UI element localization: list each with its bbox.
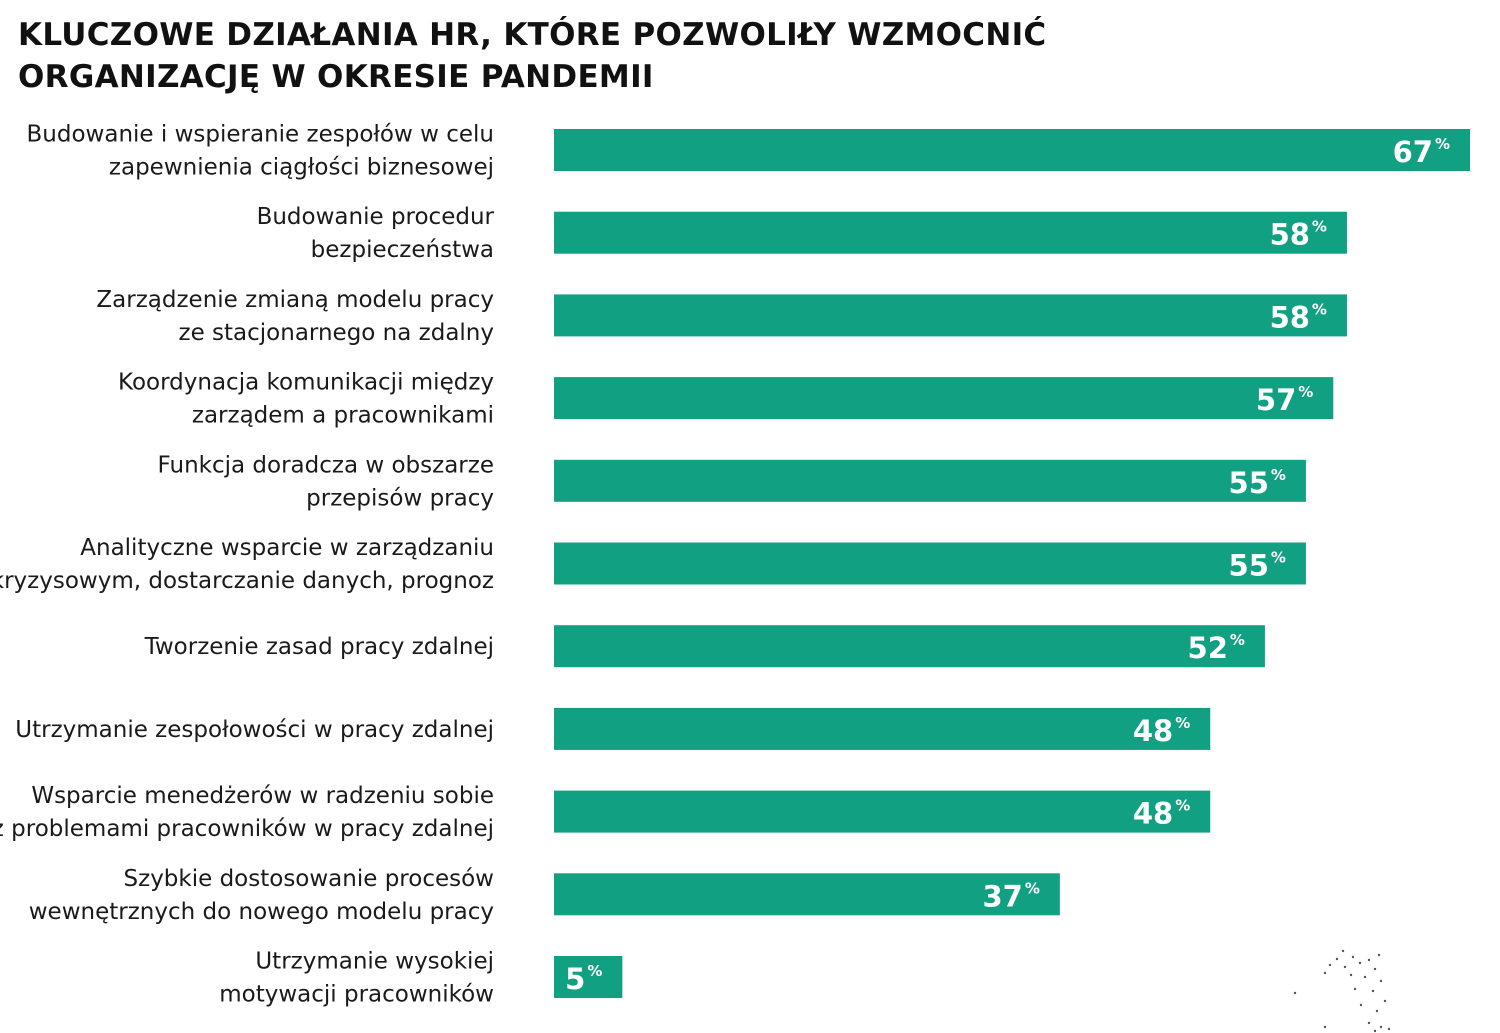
category-label: Utrzymanie zespołowości w pracy zdalnej [15, 717, 494, 743]
bar [554, 211, 1347, 254]
bar [554, 129, 1470, 171]
bar [554, 956, 623, 998]
value-label: 48% [1133, 797, 1190, 831]
value-label: 37% [982, 879, 1039, 913]
category-label: Budowanie procedur bezpieczeństwa [257, 204, 495, 263]
value-label: 48% [1133, 714, 1190, 748]
bar-row: Wsparcie menedżerów w radzeniu sobie z pr… [0, 783, 1211, 842]
bar [554, 707, 1211, 750]
value-label: 52% [1188, 631, 1245, 665]
chart-title: KLUCZOWE DZIAŁANIA HR, KTÓRE POZWOLIŁY W… [18, 14, 1118, 98]
bar-row: Utrzymanie wysokiej motywacji pracowników… [219, 949, 623, 1008]
value-label: 58% [1270, 218, 1327, 252]
category-label: Wsparcie menedżerów w radzeniu sobie z pr… [0, 783, 494, 842]
value-label: 55% [1229, 549, 1286, 583]
bar [554, 294, 1347, 337]
category-label: Budowanie i wspieranie zespołów w celu za… [27, 122, 494, 181]
bar [554, 459, 1306, 502]
bar-row: Szybkie dostosowanie procesów wewnętrznyc… [29, 866, 1060, 925]
chart-title-line-2: ORGANIZACJĘ W OKRESIE PANDEMII [18, 59, 654, 95]
bar [554, 542, 1306, 585]
category-label: Tworzenie zasad pracy zdalnej [144, 634, 494, 660]
category-label: Zarządzenie zmianą modelu pracy ze stacjo… [96, 287, 494, 346]
bar-row: Budowanie i wspieranie zespołów w celu za… [27, 122, 1470, 181]
value-label: 57% [1256, 383, 1313, 417]
category-label: Koordynacja komunikacji między zarządem a… [118, 370, 494, 429]
category-label: Szybkie dostosowanie procesów wewnętrznyc… [29, 866, 494, 925]
bar-row: Zarządzenie zmianą modelu pracy ze stacjo… [96, 287, 1347, 346]
decorative-dots [1293, 949, 1391, 1033]
category-label: Funkcja doradcza w obszarze przepisów pra… [158, 452, 494, 511]
bar-row: Utrzymanie zespołowości w pracy zdalnej 4… [15, 707, 1211, 750]
bar-row: Funkcja doradcza w obszarze przepisów pra… [158, 452, 1306, 511]
category-label: Analityczne wsparcie w zarządzaniu kryzys… [0, 535, 494, 594]
bar-row: Koordynacja komunikacji między zarządem a… [118, 370, 1334, 429]
bar [554, 377, 1334, 420]
bar [554, 873, 1060, 916]
value-label: 55% [1229, 466, 1286, 500]
bar [554, 790, 1211, 833]
value-label: 58% [1270, 300, 1327, 334]
bar-row: Budowanie procedur bezpieczeństwa 58% [257, 204, 1347, 263]
chart-title-line-1: KLUCZOWE DZIAŁANIA HR, KTÓRE POZWOLIŁY W… [18, 17, 1047, 53]
category-label: Utrzymanie wysokiej motywacji pracowników [219, 949, 494, 1008]
bar-row: Tworzenie zasad pracy zdalnej 52% [144, 625, 1265, 668]
value-label: 5% [565, 962, 602, 996]
bar [554, 625, 1265, 668]
bar-row: Analityczne wsparcie w zarządzaniu kryzys… [0, 535, 1306, 594]
value-label: 67% [1393, 135, 1450, 169]
